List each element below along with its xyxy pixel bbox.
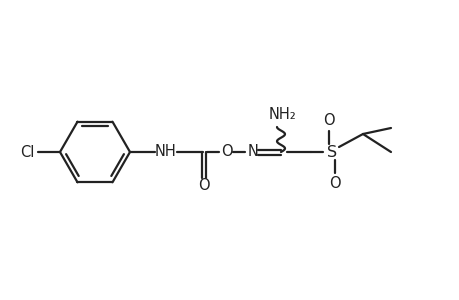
Text: S: S: [326, 145, 336, 160]
Text: N: N: [247, 143, 258, 158]
Text: NH₂: NH₂: [269, 106, 296, 122]
Text: NH: NH: [155, 143, 177, 158]
Text: O: O: [198, 178, 209, 194]
Text: O: O: [221, 143, 232, 158]
Text: O: O: [323, 112, 334, 128]
Text: O: O: [329, 176, 340, 191]
Text: Cl: Cl: [20, 145, 34, 160]
